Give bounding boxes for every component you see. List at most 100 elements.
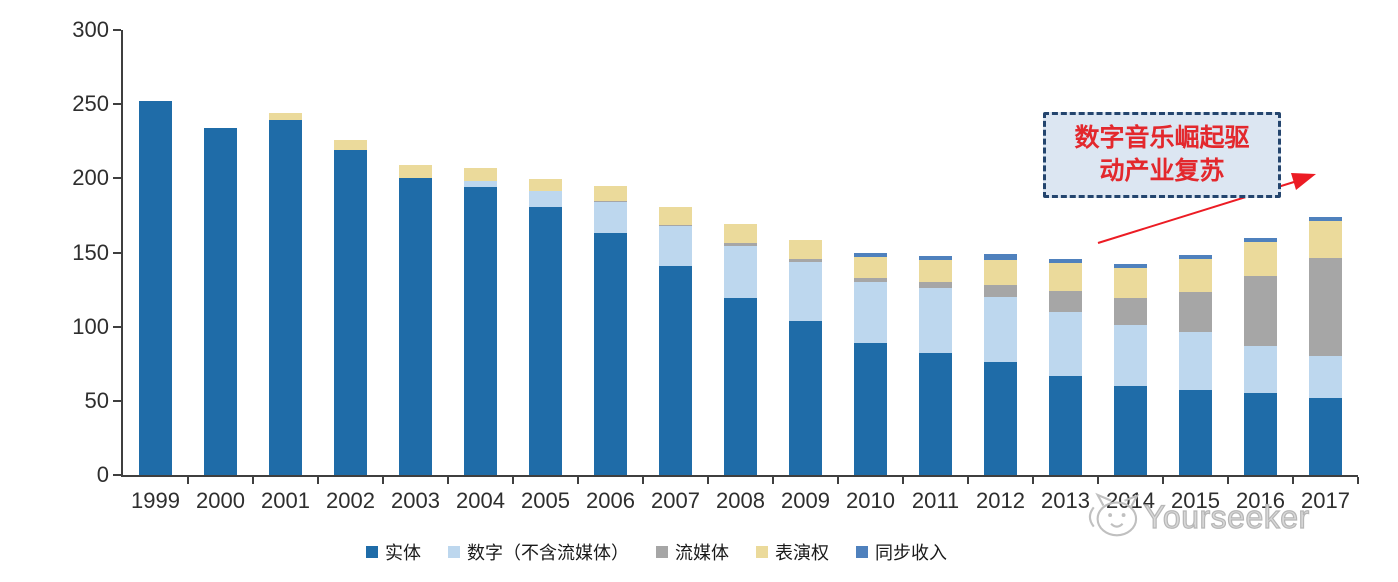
segment-streaming: [789, 259, 822, 262]
x-axis-label: 2003: [391, 488, 440, 513]
y-axis-label: 150: [72, 239, 109, 265]
segment-performance: [1114, 268, 1147, 298]
x-axis-tick: [837, 477, 839, 484]
segment-physical: [464, 187, 497, 475]
x-axis-label: 2015: [1171, 488, 1220, 513]
plot-area: 0 50 100 150 200 250 300 1999 2000 2001 2002 2003 20…: [72, 17, 1359, 513]
segment-digital: [1049, 312, 1082, 376]
bar-2004: [464, 168, 497, 475]
segment-sync: [919, 256, 952, 260]
x-axis-tick: [772, 477, 774, 484]
legend-swatch-performance: [756, 546, 768, 558]
segment-digital: [789, 262, 822, 321]
bar-2008: [724, 224, 757, 475]
x-axis-tick: [382, 477, 384, 484]
segment-physical: [594, 233, 627, 475]
x-axis-label: 2014: [1106, 488, 1155, 513]
x-axis-tick: [902, 477, 904, 484]
x-axis-tick: [1162, 477, 1164, 484]
bar-2010: [854, 253, 887, 475]
segment-streaming: [854, 278, 887, 282]
segment-streaming: [919, 282, 952, 288]
segment-performance: [399, 165, 432, 178]
legend-label: 流媒体: [675, 543, 729, 563]
x-axis-label: 2013: [1041, 488, 1090, 513]
x-axis-tick: [1032, 477, 1034, 484]
segment-digital: [1114, 325, 1147, 386]
legend-swatch-digital: [448, 546, 460, 558]
y-axis-tick: [113, 399, 121, 402]
segment-performance: [789, 240, 822, 259]
x-axis-label: 2011: [911, 488, 960, 513]
segment-sync: [1049, 259, 1082, 263]
segment-sync: [1114, 264, 1147, 268]
annotation-box: 数字音乐崛起驱 动产业复苏: [1043, 112, 1281, 198]
legend-item-physical: 实体: [366, 539, 421, 565]
segment-physical: [854, 343, 887, 475]
y-axis-tick: [113, 325, 121, 328]
x-axis-label: 2005: [521, 488, 570, 513]
segment-performance: [854, 257, 887, 278]
segment-performance: [529, 179, 562, 191]
segment-physical: [919, 353, 952, 475]
annotation-line1: 数字音乐崛起驱: [1074, 124, 1250, 152]
x-axis-tick: [252, 477, 254, 484]
x-axis-label: 2000: [196, 488, 245, 513]
segment-digital: [594, 202, 627, 233]
x-axis-tick: [1292, 477, 1294, 484]
segment-physical: [139, 101, 172, 475]
y-axis-tick: [113, 251, 121, 254]
segment-physical: [334, 150, 367, 475]
legend-item-sync: 同步收入: [856, 539, 947, 565]
bar-2001: [269, 113, 302, 475]
segment-streaming: [1244, 276, 1277, 346]
x-axis-tick: [447, 477, 449, 484]
segment-digital: [1179, 332, 1212, 390]
segment-physical: [1244, 393, 1277, 475]
segment-sync: [1179, 255, 1212, 259]
bar-2012: [984, 254, 1017, 475]
bar-2017: [1309, 217, 1342, 475]
segment-physical: [724, 298, 757, 475]
segment-performance: [1309, 221, 1342, 258]
y-axis-label: 300: [72, 17, 109, 42]
segment-performance: [464, 168, 497, 181]
x-axis-tick: [512, 477, 514, 484]
segment-digital: [464, 181, 497, 187]
bar-1999: [139, 101, 172, 475]
y-axis-label: 200: [72, 165, 109, 191]
segment-physical: [204, 128, 237, 475]
x-axis-label: 2006: [586, 488, 635, 513]
legend-label: 实体: [385, 543, 421, 563]
annotation-line2: 动产业复苏: [1099, 157, 1225, 185]
legend-item-performance: 表演权: [756, 539, 829, 565]
bar-2014: [1114, 264, 1147, 475]
bar-2000: [204, 128, 237, 475]
bar-2006: [594, 186, 627, 475]
x-axis-label: 2007: [651, 488, 700, 513]
y-axis-tick: [113, 177, 121, 180]
bar-2013: [1049, 259, 1082, 475]
segment-physical: [529, 207, 562, 475]
segment-physical: [1114, 386, 1147, 475]
y-axis-label: 100: [72, 313, 109, 339]
x-axis-label: 2012: [976, 488, 1025, 513]
x-axis-label: 2010: [846, 488, 895, 513]
segment-digital: [919, 288, 952, 353]
segment-digital: [529, 191, 562, 207]
bar-2007: [659, 207, 692, 475]
legend-item-digital: 数字（不含流媒体）: [448, 539, 629, 565]
y-axis-label: 50: [84, 387, 109, 413]
x-axis-tick: [967, 477, 969, 484]
x-axis-label: 2001: [261, 488, 310, 513]
segment-sync: [854, 253, 887, 257]
segment-digital: [854, 282, 887, 343]
segment-performance: [594, 186, 627, 201]
y-axis-label: 0: [96, 462, 109, 487]
bar-2003: [399, 165, 432, 475]
x-axis-tick: [187, 477, 189, 484]
x-axis-label: 2009: [781, 488, 830, 513]
legend-label: 表演权: [775, 543, 829, 563]
segment-streaming: [984, 285, 1017, 297]
